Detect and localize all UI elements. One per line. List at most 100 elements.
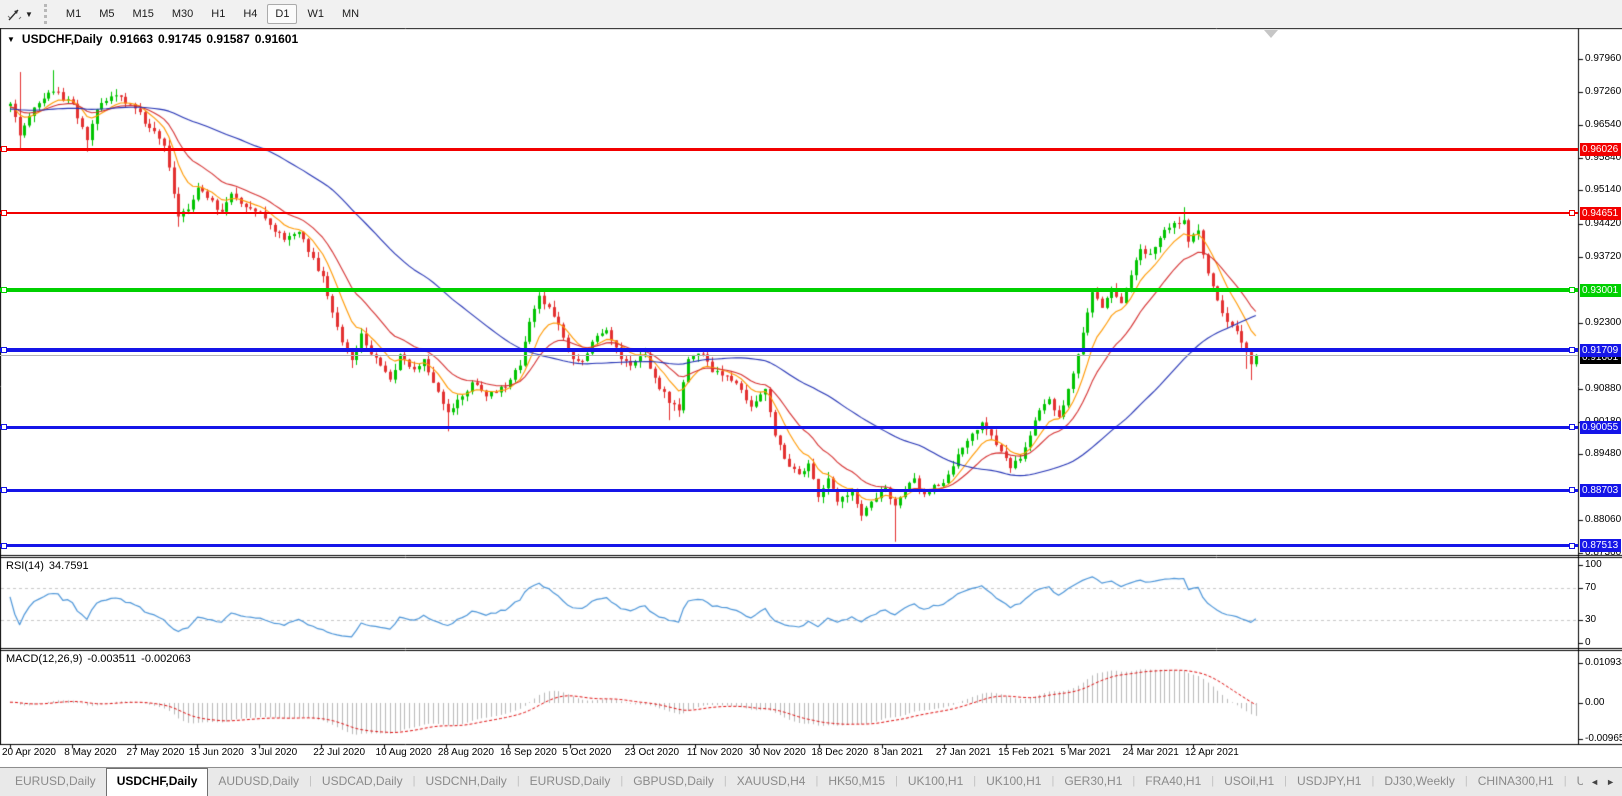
chart-tab-china300-h1[interactable]: CHINA300,H1 <box>1477 774 1554 788</box>
timeframe-button-h1[interactable]: H1 <box>211 8 226 20</box>
tab-separator: | <box>723 775 727 787</box>
line-handle[interactable] <box>1569 487 1575 493</box>
tab-scroll-buttons: ◄ ► <box>1583 768 1622 796</box>
timeframe-button-m30[interactable]: M30 <box>171 8 194 20</box>
tab-separator: | <box>1284 775 1287 787</box>
chart-tab-gbpusd-daily[interactable]: GBPUSD,Daily <box>633 774 714 788</box>
chart-tab-audusd-daily[interactable]: AUDUSD,Daily <box>218 774 300 788</box>
timeframe-button-m15[interactable]: M15 <box>132 8 154 20</box>
date-label: 16 Sep 2020 <box>500 747 557 758</box>
date-axis[interactable]: 20 Apr 2020 8 May 2020 27 May 2020 15 Jun 2… <box>0 746 1578 764</box>
timeframe-button-mn[interactable]: MN <box>341 8 360 20</box>
horizontal-line-096026[interactable] <box>0 148 1578 151</box>
price-line-badge: 0.94651 <box>1580 206 1621 220</box>
date-label: 10 Aug 2020 <box>375 747 432 758</box>
horizontal-line-087513[interactable] <box>0 544 1578 547</box>
chart-shift-marker-icon[interactable] <box>1264 30 1278 38</box>
line-handle[interactable] <box>1 487 7 493</box>
chart-tab-usdchf-daily[interactable]: USDCHF,Daily <box>105 768 209 796</box>
timeframe-toolbar: M1 M5 M15 M30 H1 H4 D1 W1 MN <box>57 4 368 24</box>
chart-tab-usdcnh-daily[interactable]: USDCNH,Daily <box>425 774 507 788</box>
current-price-line <box>0 355 1578 356</box>
line-handle[interactable] <box>1 210 7 216</box>
price-tick-label: 0.90880 <box>1585 382 1622 394</box>
tab-separator: | <box>815 775 819 787</box>
rsi-name: RSI(14) <box>6 560 44 572</box>
tab-separator: | <box>1563 775 1567 787</box>
chart-title-low: 0.91587 <box>206 32 250 46</box>
line-handle[interactable] <box>1569 287 1575 293</box>
price-line-badge: 0.96026 <box>1580 142 1621 156</box>
horizontal-line-091709[interactable] <box>0 348 1578 352</box>
timeframe-button-h4[interactable]: H4 <box>243 8 258 20</box>
horizontal-line-093001[interactable] <box>0 288 1578 292</box>
date-label: 27 May 2020 <box>126 747 185 758</box>
tab-separator: | <box>895 775 898 787</box>
toolbar: ▼ M1 M5 M15 M30 H1 H4 D1 W1 MN <box>0 0 1622 28</box>
chart-tab-usoil-h1[interactable]: USOil,H1 <box>1224 774 1275 788</box>
line-handle[interactable] <box>1569 424 1575 430</box>
annotation-cursor-icon <box>7 9 22 20</box>
chart-tab-uk100-h1[interactable]: UK100,H1 <box>986 774 1042 788</box>
price-line-badge: 0.93001 <box>1580 283 1621 297</box>
chart-tab-usdjpy-h1[interactable]: USDJPY,H1 <box>1297 774 1362 788</box>
chart-tab-eurusd-daily[interactable]: EURUSD,Daily <box>529 774 611 788</box>
timeframe-button-m5[interactable]: M5 <box>99 8 115 20</box>
horizontal-line-088703[interactable] <box>0 489 1578 492</box>
chart-menu-caret[interactable]: ▼ <box>7 34 15 44</box>
price-tick-label: 0.88060 <box>1585 514 1622 526</box>
line-handle[interactable] <box>1569 347 1575 353</box>
price-tick-label: 0.95140 <box>1585 184 1622 196</box>
tab-separator: | <box>1211 775 1215 787</box>
date-label: 5 Oct 2020 <box>562 747 612 758</box>
price-tick-label: 0.92300 <box>1585 316 1622 328</box>
line-handle[interactable] <box>1 424 7 430</box>
price-line-badge: 0.87513 <box>1580 539 1621 553</box>
chart-tab-xauusd-h4[interactable]: XAUUSD,H4 <box>736 774 806 788</box>
line-handle[interactable] <box>1 543 7 549</box>
chart-tab-eurusd-daily[interactable]: EURUSD,Daily <box>15 774 96 788</box>
date-label: 23 Oct 2020 <box>624 747 680 758</box>
chevron-down-icon[interactable]: ▼ <box>25 9 33 19</box>
line-handle[interactable] <box>1 146 7 152</box>
toolbar-grip <box>43 4 51 24</box>
annotation-tool-button[interactable]: ▼ <box>3 3 37 25</box>
date-label: 20 Apr 2020 <box>2 747 56 758</box>
tab-separator: | <box>309 775 312 787</box>
chart-tab-fra40-h1[interactable]: FRA40,H1 <box>1145 774 1202 788</box>
price-tick-label: 0.87360 <box>1585 546 1622 558</box>
rsi-tick-label: 0 <box>1585 637 1591 648</box>
tab-separator: | <box>1132 775 1136 787</box>
line-handle[interactable] <box>1 287 7 293</box>
timeframe-button-m1[interactable]: M1 <box>65 8 82 20</box>
chart-title-symbol: USDCHF,Daily <box>21 32 103 46</box>
date-label: 3 Jul 2020 <box>251 747 298 758</box>
chart-tab-usdcad-daily[interactable]: USDCAD,Daily <box>321 774 403 788</box>
date-label: 24 Mar 2021 <box>1122 747 1179 758</box>
chart-tab-dj30-weekly[interactable]: DJ30,Weekly <box>1384 774 1455 788</box>
price-axis[interactable]: 0.97960 0.97260 0.96540 0.95840 0.95140 0.944… <box>1579 28 1622 744</box>
chart-tab-uk100-h1[interactable]: UK100,H1 <box>907 774 964 788</box>
date-label: 27 Jan 2021 <box>935 747 991 758</box>
chart-tab-ger30-h1[interactable]: GER30,H1 <box>1064 774 1123 788</box>
macd-tick-label: 0.00 <box>1585 697 1605 708</box>
tab-scroll-right-icon[interactable]: ► <box>1606 777 1615 787</box>
horizontal-line-094651[interactable] <box>0 212 1578 214</box>
horizontal-line-090055[interactable] <box>0 426 1578 429</box>
timeframe-button-w1[interactable]: W1 <box>307 8 324 20</box>
line-handle[interactable] <box>1569 543 1575 549</box>
tab-separator: | <box>1464 775 1468 787</box>
line-handle[interactable] <box>1 347 7 353</box>
line-handle[interactable] <box>1569 210 1575 216</box>
chart-tab-hk50-m15[interactable]: HK50,M15 <box>828 774 886 788</box>
rsi-value: 34.7591 <box>48 560 89 572</box>
date-label: 28 Aug 2020 <box>437 747 494 758</box>
tab-scroll-left-icon[interactable]: ◄ <box>1590 777 1600 787</box>
timeframe-button-d1[interactable]: D1 <box>267 4 298 24</box>
price-tick-label: 0.97960 <box>1585 53 1622 64</box>
price-tick-label: 0.89480 <box>1585 448 1622 460</box>
price-line-badge: 0.90055 <box>1580 420 1621 434</box>
tab-separator: | <box>620 775 624 787</box>
chart-tab-u[interactable]: U <box>1576 774 1584 788</box>
